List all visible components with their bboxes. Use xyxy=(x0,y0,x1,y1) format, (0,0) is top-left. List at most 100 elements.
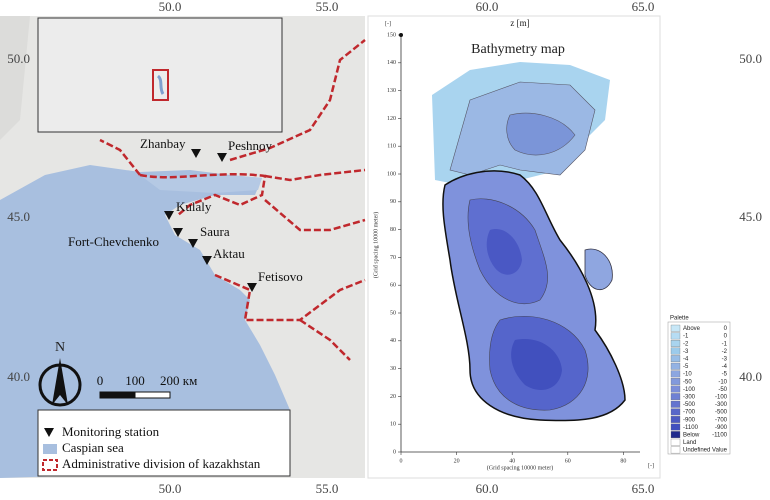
x-tick-label: 80 xyxy=(620,458,626,464)
coordinate-label: 65.0 xyxy=(632,0,655,14)
palette-swatch xyxy=(670,431,681,439)
palette-label: -2 xyxy=(722,349,728,355)
scale-bar xyxy=(134,391,171,399)
inset-highlight xyxy=(152,69,169,101)
north-arrow xyxy=(52,358,68,405)
scale-label: 200 км xyxy=(160,373,197,388)
station-marker xyxy=(173,228,183,237)
map-title: Bathymetry map xyxy=(471,42,565,57)
palette-label: -900 xyxy=(683,417,696,423)
coordinate-label: 65.0 xyxy=(632,481,655,496)
y-tick-label: 40 xyxy=(390,338,396,344)
y-tick-label: 130 xyxy=(387,88,396,94)
palette-label: -1 xyxy=(722,341,728,347)
palette-label: -10 xyxy=(683,372,692,378)
y-tick-label: 100 xyxy=(387,171,396,177)
palette-swatch xyxy=(670,362,681,370)
palette-label: -50 xyxy=(683,379,692,385)
palette-swatch xyxy=(670,347,681,355)
palette-swatch xyxy=(670,423,681,431)
palette-swatch xyxy=(670,385,681,393)
palette-swatch xyxy=(670,393,681,401)
palette-swatch xyxy=(670,370,681,378)
y-tick-label: 70 xyxy=(390,255,396,261)
shallow-north xyxy=(140,175,262,193)
palette-label: -300 xyxy=(683,394,696,400)
legend-label: Administrative division of kazakhstan xyxy=(62,456,261,471)
corner-label: [-] xyxy=(648,463,654,469)
palette-swatch xyxy=(670,416,681,423)
x-tick-label: 20 xyxy=(454,458,460,464)
palette-label: -900 xyxy=(715,425,728,431)
coordinate-label: 45.0 xyxy=(739,209,762,224)
palette-label: -700 xyxy=(715,417,728,423)
palette-label: Above xyxy=(683,326,701,332)
palette-swatch xyxy=(670,408,681,416)
y-tick-label: 150 xyxy=(387,32,396,38)
palette-label: 0 xyxy=(724,334,728,340)
palette-label: -1100 xyxy=(712,432,728,438)
station-marker xyxy=(188,239,198,248)
x-tick-label: 0 xyxy=(400,458,403,464)
inset-map xyxy=(37,17,283,133)
y-tick-label: 50 xyxy=(390,310,396,316)
palette-title: Palette xyxy=(670,316,689,322)
y-axis-label: (Grid spacing 10000 meter) xyxy=(372,212,379,278)
y-tick-label: 60 xyxy=(390,283,396,289)
palette-label: -3 xyxy=(683,349,689,355)
coordinate-label: 55.0 xyxy=(316,0,339,14)
coordinate-label: 40.0 xyxy=(7,369,30,384)
legend-symbol xyxy=(44,428,54,437)
palette-swatch xyxy=(670,355,681,363)
palette-label: -4 xyxy=(683,356,689,362)
y-tick-label: 20 xyxy=(390,394,396,400)
palette-label: 0 xyxy=(724,326,728,332)
coordinate-label: 50.0 xyxy=(159,0,182,14)
palette-swatch xyxy=(670,324,681,332)
y-tick-label: 140 xyxy=(387,60,396,66)
station-label: Kulaly xyxy=(176,199,212,214)
y-tick-label: 90 xyxy=(390,199,396,205)
legend-label: Monitoring station xyxy=(62,424,160,439)
palette-label: -500 xyxy=(683,402,696,408)
palette-swatch xyxy=(670,438,681,446)
north-label: N xyxy=(55,340,65,355)
y-tick-label: 120 xyxy=(387,116,396,122)
palette-swatch xyxy=(670,340,681,347)
scale-bar xyxy=(99,391,136,399)
station-label: Aktau xyxy=(213,246,245,261)
station-marker xyxy=(202,256,212,265)
inset-caspian xyxy=(156,74,165,95)
y-tick-label: 30 xyxy=(390,366,396,372)
y-tick-label: 80 xyxy=(390,227,396,233)
x-tick-label: 60 xyxy=(565,458,571,464)
admin-borders xyxy=(99,39,366,361)
axis-title: z [m] xyxy=(510,18,529,28)
palette-swatch xyxy=(670,332,681,340)
palette-label: -100 xyxy=(683,387,696,393)
x-tick-label: 40 xyxy=(509,458,515,464)
palette-swatch xyxy=(670,378,681,385)
land-shade xyxy=(0,16,30,140)
palette-swatch xyxy=(670,446,681,454)
palette-label: -3 xyxy=(722,356,728,362)
coordinate-label: 60.0 xyxy=(476,481,499,496)
coordinate-label: 55.0 xyxy=(316,481,339,496)
origin-dot xyxy=(399,33,403,37)
y-tick-label: 10 xyxy=(390,422,396,428)
coordinate-label: 50.0 xyxy=(739,51,762,66)
palette-label: -1 xyxy=(683,334,689,340)
legend-label: Caspian sea xyxy=(62,440,124,455)
coordinate-label: 40.0 xyxy=(739,369,762,384)
palette-label: -50 xyxy=(718,387,727,393)
legend xyxy=(37,409,291,477)
legend-symbol xyxy=(43,444,57,454)
palette-swatch xyxy=(670,400,681,408)
bathymetry xyxy=(432,62,626,422)
station-marker xyxy=(247,283,257,292)
palette-label: -700 xyxy=(683,410,696,416)
corner-label: [-] xyxy=(385,21,391,27)
palette-label: Undefined Value xyxy=(683,448,728,454)
palette-label: -1100 xyxy=(683,425,699,431)
